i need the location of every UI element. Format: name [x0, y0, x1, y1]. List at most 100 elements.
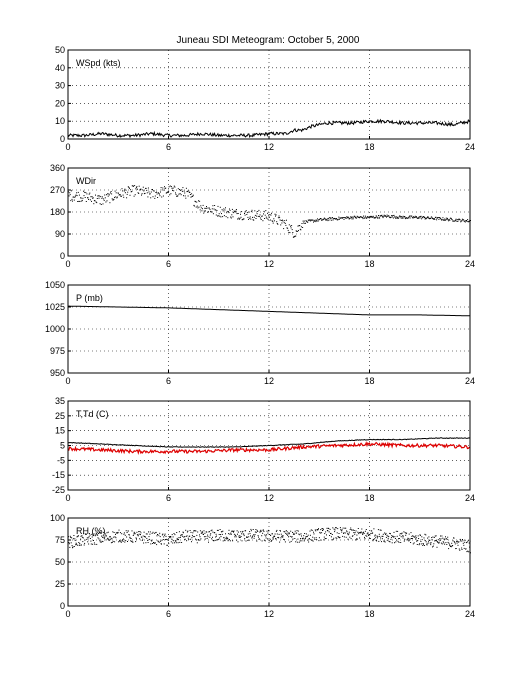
wdir-data-point	[239, 217, 241, 219]
rh-data-point	[183, 536, 185, 538]
rh-data-point	[108, 538, 110, 540]
rh-data-point	[73, 546, 75, 547]
wdir-data-point	[243, 218, 245, 220]
rh-data-point	[217, 529, 219, 531]
wdir-data-point	[241, 211, 243, 213]
rh-data-point	[100, 531, 102, 533]
rh-data-point	[424, 533, 426, 535]
wdir-data-point	[437, 217, 439, 218]
wdir-data-point	[361, 216, 363, 218]
wdir-data-point	[112, 199, 114, 201]
wdir-data-point	[305, 220, 307, 222]
rh-data-point	[79, 544, 81, 546]
rh-data-point	[148, 536, 150, 538]
rh-data-point	[378, 540, 380, 542]
rh-data-point	[100, 541, 102, 543]
wdir-data-point	[157, 197, 159, 198]
rh-data-point	[180, 535, 182, 537]
rh-data-point	[360, 531, 362, 533]
rh-data-point	[437, 539, 439, 541]
rh-data-point	[236, 530, 238, 532]
wdir-data-point	[207, 211, 209, 213]
rh-data-point	[278, 533, 280, 535]
rh-data-point	[237, 533, 238, 535]
rh-data-point	[227, 540, 229, 542]
wdir-data-point	[285, 224, 287, 226]
wdir-data-point	[69, 192, 71, 194]
rh-data-point	[146, 537, 148, 539]
rh-data-point	[347, 533, 348, 535]
wdir-data-point	[271, 212, 272, 214]
wdir-data-point	[175, 192, 176, 194]
wdir-data-point	[139, 189, 141, 191]
wdir-data-point	[387, 215, 389, 217]
wdir-data-point	[111, 193, 113, 195]
rh-data-point	[398, 538, 399, 540]
rh-data-point	[93, 540, 94, 541]
wdir-data-point	[142, 189, 144, 191]
rh-data-point	[438, 542, 440, 544]
rh-data-point	[446, 544, 448, 545]
rh-data-point	[433, 537, 435, 538]
rh-data-point	[83, 533, 85, 535]
rh-data-point	[426, 544, 428, 546]
wdir-data-point	[447, 217, 448, 219]
rh-data-point	[384, 541, 386, 543]
wdir-data-point	[399, 216, 401, 217]
rh-data-point	[233, 533, 235, 535]
wdir-data-point	[261, 215, 263, 217]
wdir-data-point	[181, 189, 183, 191]
rh-data-point	[119, 540, 120, 542]
wdir-data-point	[159, 195, 161, 197]
wdir-data-point	[100, 196, 102, 198]
wdir-data-point	[222, 216, 224, 218]
rh-data-point	[436, 546, 438, 548]
rh-data-point	[329, 528, 331, 530]
rh-data-point	[285, 533, 287, 534]
wdir-data-point	[390, 216, 392, 218]
rh-data-point	[442, 541, 444, 543]
wdir-data-point	[264, 218, 266, 219]
wdir-data-point	[343, 218, 345, 220]
wdir-data-point	[135, 187, 137, 189]
rh-data-point	[248, 539, 250, 541]
rh-data-point	[214, 532, 216, 533]
wdir-data-point	[276, 223, 278, 224]
rh-data-point	[150, 539, 152, 541]
wdir-data-point	[257, 211, 259, 212]
rh-data-point	[195, 538, 196, 540]
wspd-series-line	[67, 118, 471, 139]
rh-data-point	[203, 536, 205, 538]
wdir-data-point	[359, 216, 361, 218]
wdir-data-point	[383, 215, 385, 217]
wdir-data-point	[315, 219, 317, 221]
rh-data-point	[120, 541, 122, 543]
rh-data-point	[71, 545, 73, 547]
wdir-panel-label: WDir	[76, 176, 96, 186]
rh-data-point	[345, 527, 347, 529]
wdir-data-point	[308, 220, 310, 222]
rh-data-point	[350, 527, 352, 529]
wdir-data-point	[133, 185, 134, 187]
rh-data-point	[409, 538, 411, 540]
wdir-data-point	[256, 213, 258, 215]
wdir-data-point	[190, 196, 192, 198]
rh-data-point	[267, 532, 269, 534]
wdir-data-point	[122, 194, 124, 196]
rh-data-point	[425, 534, 427, 536]
wdir-data-point	[382, 217, 384, 219]
rh-data-point	[122, 539, 124, 541]
wdir-data-point	[266, 217, 268, 219]
rh-data-point	[440, 538, 442, 540]
wdir-data-point	[411, 217, 413, 219]
rh-data-point	[418, 544, 420, 546]
wdir-data-point	[75, 194, 77, 196]
rh-data-point	[269, 538, 271, 540]
wdir-data-point	[85, 192, 87, 194]
wdir-data-point	[376, 217, 378, 219]
wdir-data-point	[176, 195, 178, 197]
wdir-data-point	[106, 200, 108, 202]
wdir-data-point	[253, 216, 255, 218]
wdir-data-point	[446, 218, 448, 220]
rh-data-point	[276, 529, 278, 531]
